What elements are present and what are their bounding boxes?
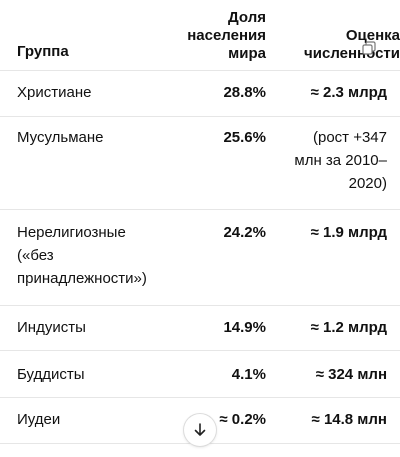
row-share: 24.2% (223, 224, 266, 241)
table-row: Индуисты 14.9% ≈ 1.2 млрд (0, 306, 400, 351)
row-group: Индуисты (17, 319, 86, 336)
row-count: ≈ 14.8 млн (311, 411, 387, 428)
row-count: ≈ 1.9 млрд (310, 224, 387, 241)
header-share: Доля населения мира (187, 9, 266, 62)
row-share: 28.8% (223, 84, 266, 101)
row-count: ≈ 2.3 млрд (310, 84, 387, 101)
row-group: Иудеи (17, 411, 61, 428)
row-share: 25.6% (223, 129, 266, 146)
copy-icon[interactable] (362, 41, 376, 55)
row-group: Мусульмане (17, 129, 104, 146)
table-row: Нерелигиозные («без принадлежности») 24.… (0, 210, 400, 306)
row-count: ≈ 1.2 млрд (310, 319, 387, 336)
header-group: Группа (17, 43, 69, 60)
scroll-down-button[interactable] (184, 414, 216, 446)
table-row: Христиане 28.8% ≈ 2.3 млрд (0, 71, 400, 117)
row-count: ≈ 324 млн (315, 366, 387, 383)
row-count: (рост +347 млн за 2010– 2020) (294, 129, 387, 192)
row-share: ≈ 0.2% (219, 411, 266, 428)
arrow-down-icon (194, 423, 206, 436)
row-group: Христиане (17, 84, 92, 101)
row-group: Нерелигиозные («без принадлежности») (17, 224, 147, 287)
table-row: Мусульмане 25.6% (рост +347 млн за 2010–… (0, 117, 400, 210)
table-header: Группа Доля населения мира Оценка числен… (0, 0, 400, 71)
row-share: 14.9% (223, 319, 266, 336)
table-row: Буддисты 4.1% ≈ 324 млн (0, 351, 400, 398)
row-share: 4.1% (231, 366, 266, 383)
header-count: Оценка численности (304, 27, 400, 62)
row-group: Буддисты (17, 366, 85, 383)
